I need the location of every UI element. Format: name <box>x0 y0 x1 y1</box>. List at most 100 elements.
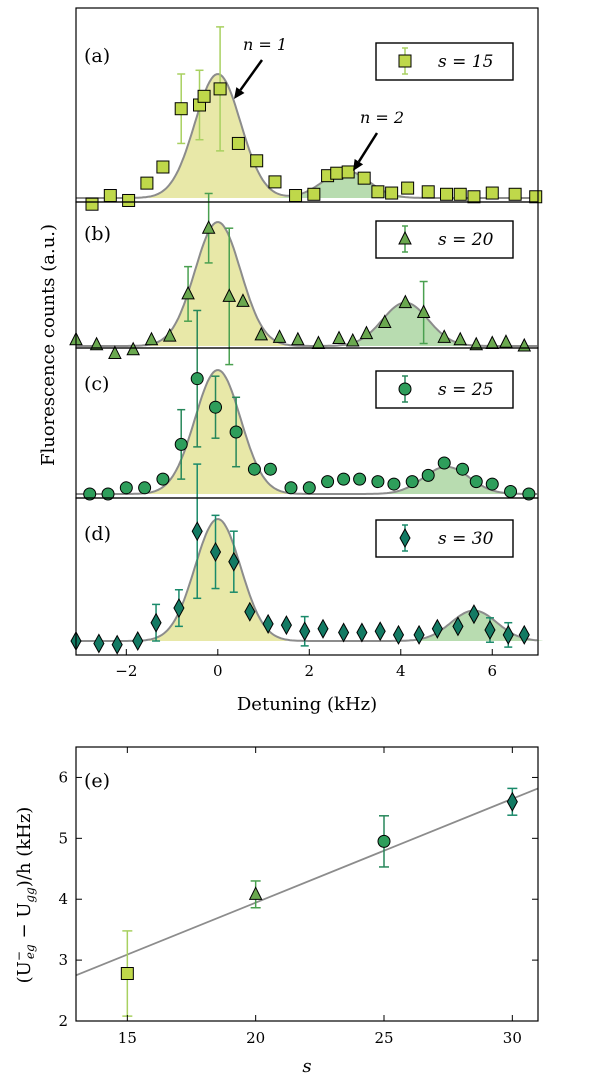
data-point <box>197 89 211 103</box>
data-point <box>317 618 329 639</box>
legend-label: s = 15 <box>438 52 493 72</box>
data-point <box>421 185 435 199</box>
panel-c: (c) s = 25 <box>75 309 539 501</box>
panel-frame <box>75 7 539 203</box>
data-point <box>469 336 484 351</box>
axis-labels: Detuning (kHz) Fluorescence counts (a.u.… <box>12 224 377 1077</box>
data-point <box>181 285 195 300</box>
peak-n1-fill <box>149 370 287 494</box>
y-tick-label: 5 <box>58 829 68 847</box>
data-point <box>307 187 321 201</box>
data-point <box>156 160 170 174</box>
data-point <box>392 624 405 645</box>
data-point <box>144 331 159 346</box>
data-point <box>518 624 530 645</box>
data-point <box>453 187 467 201</box>
panel-label: (c) <box>84 373 109 395</box>
legend: s = 15 <box>375 42 514 81</box>
data-point <box>387 477 401 491</box>
data-point <box>138 481 152 495</box>
y-tick-label: 2 <box>58 1012 68 1030</box>
data-point <box>485 186 499 200</box>
data-point <box>529 190 543 204</box>
data-point <box>268 175 282 189</box>
data-point <box>468 604 480 625</box>
data-point <box>440 187 454 201</box>
data-point <box>150 612 162 633</box>
data-point <box>156 472 170 486</box>
panel-e: (e) 15 20 25 30 2 3 4 5 6 <box>58 746 539 1047</box>
data-point <box>469 475 483 489</box>
data-point <box>467 190 481 204</box>
data-point <box>262 613 274 634</box>
data-point <box>228 551 240 572</box>
data-point <box>248 886 263 900</box>
y-tick-label: 3 <box>58 951 68 969</box>
data-point <box>209 541 222 562</box>
data-point <box>85 197 99 211</box>
data-point <box>504 485 518 499</box>
data-point <box>374 621 386 642</box>
data-point <box>229 425 243 439</box>
data-point <box>231 136 245 150</box>
data-point <box>302 481 316 495</box>
data-point <box>236 293 250 307</box>
legend: s = 30 <box>375 519 514 558</box>
data-point <box>250 154 264 168</box>
data-point <box>499 334 513 348</box>
data-point <box>122 193 136 207</box>
data-point <box>345 332 360 347</box>
annotation-n2: n = 2 <box>360 108 404 127</box>
panel-b: (b) s = 20 <box>69 192 539 366</box>
data-point <box>456 462 470 476</box>
data-point <box>119 481 133 495</box>
data-point <box>190 372 204 386</box>
data-point <box>244 601 256 622</box>
data-point <box>332 330 346 345</box>
data-point <box>108 345 122 359</box>
data-point <box>126 341 140 356</box>
legend: s = 25 <box>375 370 514 409</box>
data-point <box>272 329 287 343</box>
data-point <box>289 189 303 203</box>
data-point <box>174 102 188 116</box>
data-point <box>254 326 269 341</box>
data-point <box>437 329 452 343</box>
data-point <box>209 400 223 414</box>
fit-line <box>75 787 539 977</box>
data-point <box>222 288 237 302</box>
data-point <box>413 624 425 645</box>
fit-curve <box>76 518 538 642</box>
legend-marker <box>398 382 412 396</box>
data-point <box>485 335 500 350</box>
data-point <box>89 336 104 351</box>
data-point <box>103 189 117 203</box>
legend-marker <box>398 230 412 245</box>
data-point <box>337 472 351 486</box>
data-point <box>291 331 305 346</box>
data-point <box>452 616 464 637</box>
top-x-ticks: −2 0 2 4 6 <box>115 649 497 680</box>
data-point <box>484 619 496 641</box>
legend-marker <box>399 527 411 549</box>
data-point <box>140 176 154 190</box>
data-point <box>437 456 451 470</box>
x-tick-label: 2 <box>305 662 315 680</box>
data-point <box>405 475 419 489</box>
annotation-n1: n = 1 <box>243 35 287 54</box>
legend-box <box>375 519 514 558</box>
data-point <box>280 615 292 636</box>
y-tick-label: 6 <box>58 768 68 786</box>
panel-label: (d) <box>84 523 111 545</box>
data-point <box>416 304 431 319</box>
top-y-axis-label: Fluorescence counts (a.u.) <box>38 224 59 466</box>
data-point <box>453 331 468 346</box>
x-tick-label: 6 <box>487 662 497 680</box>
data-point <box>213 82 227 96</box>
data-point <box>353 472 367 486</box>
annotations: n = 1 n = 2 <box>234 35 404 171</box>
arrow-n2 <box>353 132 379 171</box>
x-tick-label: 15 <box>118 1029 137 1047</box>
data-point <box>357 171 371 185</box>
data-point <box>321 475 335 489</box>
